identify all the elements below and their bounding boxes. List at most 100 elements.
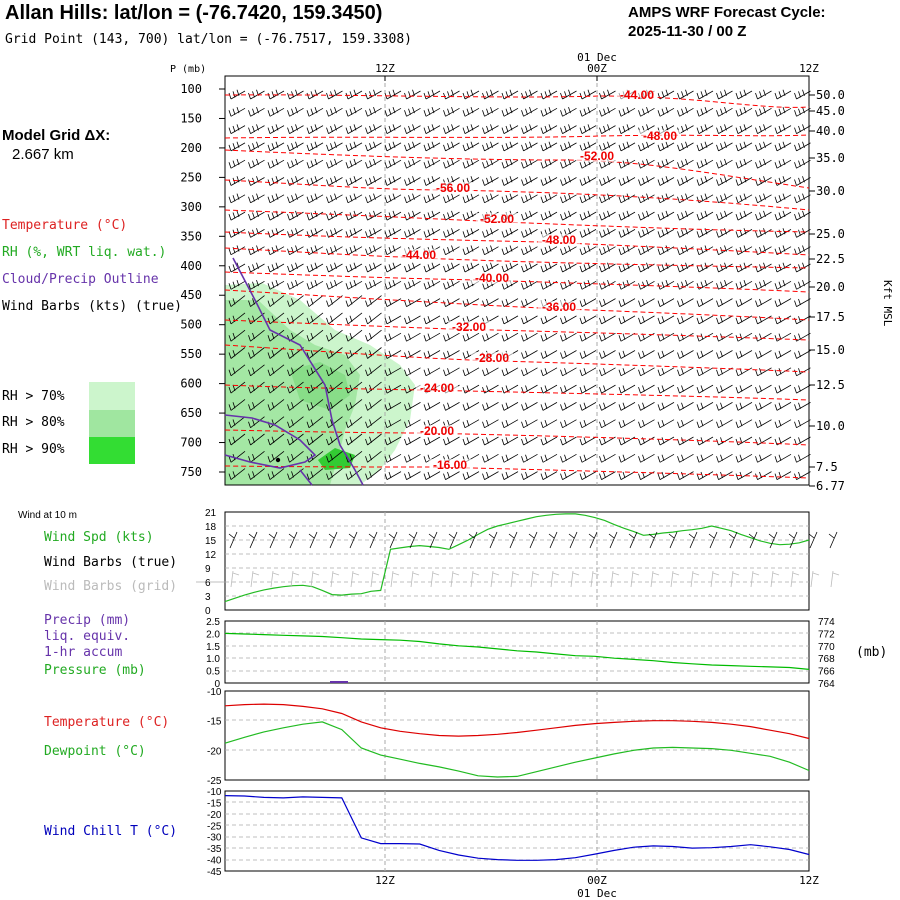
wind-barb-flag	[583, 212, 587, 219]
wind-barb-flag	[306, 404, 310, 411]
wind-barb-flag	[544, 437, 548, 444]
wind-barb	[581, 229, 597, 238]
wind-barb-flag	[236, 89, 240, 96]
wind-barb	[601, 471, 616, 480]
wind-barb-flag	[287, 179, 290, 186]
wind-barb-flag	[334, 89, 337, 96]
wind-barb-flag	[466, 212, 470, 219]
wind-barb-flag	[646, 279, 649, 287]
wind-barb-flag	[622, 177, 626, 185]
legend-precip-accum: 1-hr accum	[44, 645, 123, 660]
wind-barb-flag	[365, 386, 368, 394]
wind-barb	[230, 381, 246, 394]
wind-barb-flag	[681, 419, 684, 427]
wind-barb	[542, 142, 558, 152]
wind-barb-flag	[236, 176, 240, 183]
wind-barb-flag	[638, 404, 641, 411]
surface-wind-barb	[309, 531, 318, 549]
wind-barb-flag	[525, 177, 528, 185]
wind-barb-flag	[295, 176, 298, 183]
wind-barb	[425, 332, 441, 342]
wind-barb-flag	[486, 264, 489, 271]
wind-barb	[523, 384, 538, 394]
wind-barb	[347, 399, 363, 411]
wind-barb	[308, 125, 324, 134]
wind-barb	[425, 402, 441, 411]
wind-barb-flag	[505, 177, 509, 185]
wind-barb-flag	[544, 125, 548, 133]
wind-barb-flag	[443, 473, 446, 480]
wind-barb-flag	[267, 92, 271, 100]
wind-barb	[269, 347, 285, 359]
surface-wind-barb-flag	[748, 533, 755, 539]
wind-barb-flag	[423, 456, 427, 463]
wind-barb-flag	[388, 454, 392, 461]
wind-barb-flag	[685, 176, 688, 183]
wind-barb-flag	[540, 352, 544, 359]
wind-barb	[464, 384, 480, 394]
wind-barb-flag	[657, 352, 661, 359]
wind-barb	[796, 177, 811, 186]
wind-barb-flag	[310, 281, 314, 288]
wind-barb-flag	[470, 158, 474, 166]
wind-barb	[659, 90, 675, 100]
wind-barb-flag	[794, 300, 797, 307]
pressure-tick-label: 400	[180, 259, 202, 273]
wind-barb-flag	[470, 124, 474, 131]
wind-barb-flag	[252, 419, 255, 426]
wind-barb-flag	[408, 298, 411, 306]
wind-barb	[718, 107, 733, 117]
wind-barb-flag	[716, 196, 719, 203]
wind-barb-flag	[306, 196, 310, 203]
wind-barb-flag	[310, 350, 314, 357]
wind-barb	[406, 419, 421, 429]
wind-barb-flag	[326, 248, 329, 255]
wind-barb	[737, 125, 753, 134]
wind-barb	[406, 229, 421, 238]
wind-barb-flag	[509, 124, 513, 131]
wind-barb-flag	[443, 317, 446, 325]
wind-barb-flag	[482, 196, 485, 203]
wind-barb	[269, 364, 285, 377]
wind-barb-flag	[462, 369, 466, 376]
wind-barb-flag	[778, 350, 782, 358]
wind-barb-flag	[696, 144, 700, 152]
wind-barb	[640, 419, 655, 429]
wind-barb-flag	[256, 210, 259, 218]
wind-barb	[679, 107, 694, 117]
wind-barb-flag	[353, 262, 357, 269]
wind-barb-flag	[310, 264, 314, 271]
wind-barb	[796, 125, 811, 134]
wind-barb	[289, 280, 304, 290]
wind-barb-flag	[306, 248, 310, 255]
wind-barb-flag	[720, 454, 723, 461]
wind-barb-flag	[310, 229, 314, 236]
wind-barb	[698, 315, 714, 325]
wind-barb-flag	[451, 176, 454, 183]
wind-barb-flag	[505, 298, 509, 306]
surface-wind-barb	[829, 531, 838, 549]
wind-barb-flag	[681, 91, 684, 98]
wind-barb-flag	[618, 127, 622, 134]
legend-wind-chill: Wind Chill T (°C)	[44, 824, 178, 839]
wind-barb	[269, 142, 285, 152]
wind-barb-flag	[345, 92, 349, 100]
wind-barb-flag	[447, 143, 450, 150]
surface-wind-barb-flag	[528, 533, 535, 539]
wind-barb-flag	[544, 471, 548, 479]
wind-barb-flag	[326, 386, 329, 394]
wind-barb	[367, 468, 382, 480]
wind-barb-flag	[755, 127, 758, 134]
legend-rh90-label: RH > 90%	[2, 442, 65, 457]
surface-wind-barb-flag	[548, 533, 555, 539]
surface-wind-barb-flag	[708, 533, 715, 539]
wind-barb-flag	[423, 300, 427, 307]
wind-barb-flag	[638, 144, 641, 152]
surface-wind-barb-flag	[628, 533, 635, 539]
wind-barb-flag	[579, 162, 583, 169]
wind-barb-flag	[638, 386, 641, 394]
wind-barb-flag	[486, 195, 489, 202]
wind-barb-flag	[540, 179, 544, 186]
wind-barb-flag	[735, 335, 739, 342]
height-tick-label: 40.0	[816, 124, 845, 138]
